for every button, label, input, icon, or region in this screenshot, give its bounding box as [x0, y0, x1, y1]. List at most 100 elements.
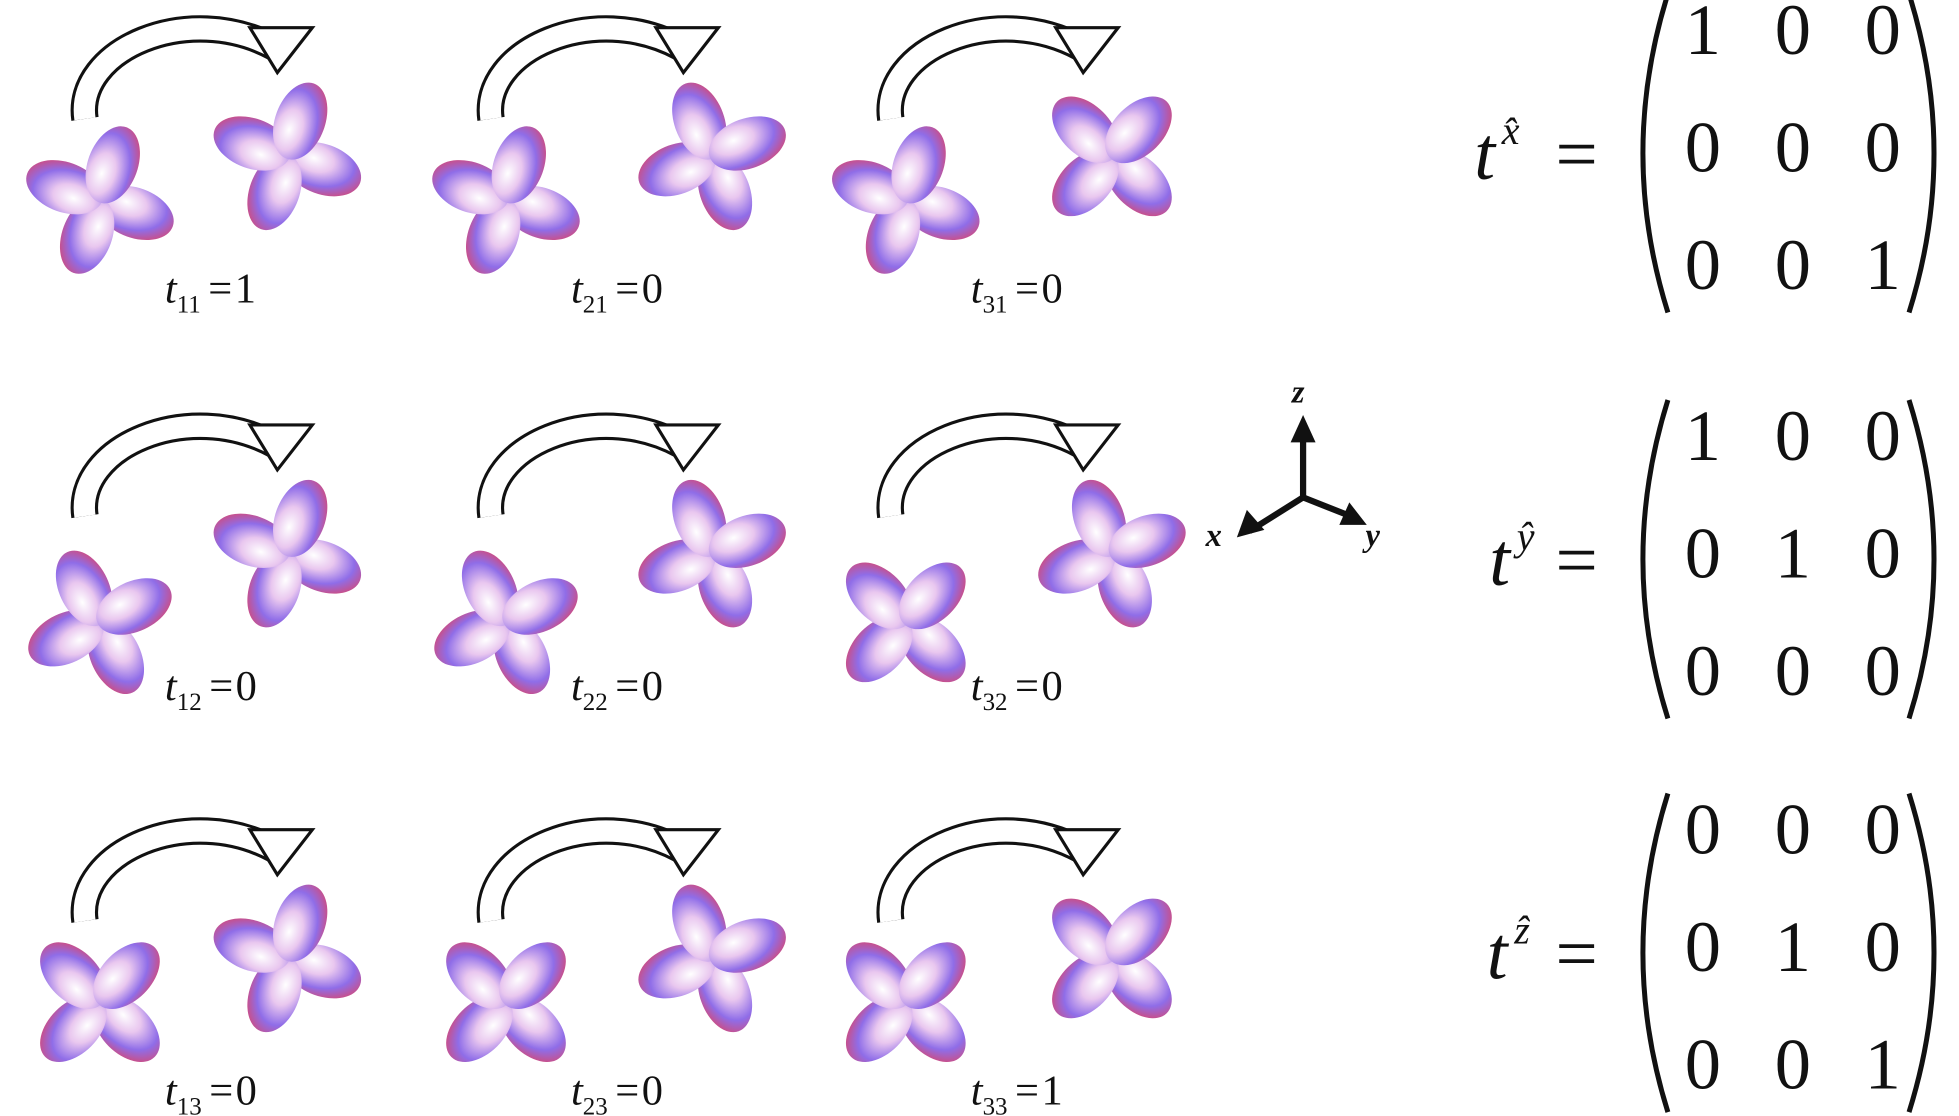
equals: =	[615, 1068, 639, 1115]
matrix-entry: 0	[1775, 630, 1811, 711]
hop-arrow	[84, 28, 312, 119]
matrix-entry: 0	[1685, 106, 1721, 187]
page: t11=1t21=0t31=0t12=0t22=0t32=0t13=0t23=0…	[0, 0, 1959, 1116]
value: 0	[1041, 663, 1062, 710]
matrix-entry: 0	[1775, 0, 1811, 70]
matrix-entry: 0	[1685, 906, 1721, 987]
axes-triad: zxy	[1205, 374, 1381, 554]
matrix-symbol: t	[1474, 113, 1497, 196]
paren-right	[1909, 400, 1934, 719]
axis-head	[1291, 415, 1316, 442]
subscript: 12	[177, 689, 202, 716]
value: 0	[236, 663, 257, 710]
axis-label: z	[1291, 374, 1305, 410]
orbital	[1013, 454, 1212, 653]
value: 0	[642, 663, 663, 710]
matrix-entry: 1	[1865, 1023, 1901, 1104]
matrix-entry: 0	[1685, 224, 1721, 305]
orbital	[188, 57, 387, 256]
hopping-label: t13=0	[165, 1068, 257, 1116]
matrix-entry: 0	[1685, 788, 1721, 869]
equals: =	[209, 663, 233, 710]
matrix: tx̂=100000001	[1474, 0, 1934, 313]
value: 0	[1041, 266, 1062, 313]
subscript: 33	[983, 1094, 1008, 1116]
matrix-entry: 0	[1775, 788, 1811, 869]
matrix-entry: 0	[1775, 1023, 1811, 1104]
matrix-equals: =	[1555, 519, 1597, 602]
paren-left	[1643, 400, 1668, 719]
matrix-entry: 0	[1775, 106, 1811, 187]
paren-left	[1643, 794, 1668, 1113]
orbital	[613, 57, 812, 256]
equals: =	[1015, 1068, 1039, 1115]
value: 1	[235, 266, 256, 313]
matrix-entry: 1	[1685, 395, 1721, 476]
subscript: 13	[177, 1094, 202, 1116]
figure: t11=1t21=0t31=0t12=0t22=0t32=0t13=0t23=0…	[0, 0, 1959, 1116]
equals: =	[1015, 663, 1039, 710]
orbital	[1002, 47, 1221, 266]
matrix-entry: 0	[1865, 906, 1901, 987]
orbital	[1002, 849, 1221, 1068]
matrix-equals: =	[1555, 113, 1597, 196]
paren-left	[1643, 0, 1668, 313]
axis-label: x	[1205, 518, 1222, 554]
subscript: 23	[583, 1094, 608, 1116]
matrix-entry: 0	[1685, 630, 1721, 711]
matrix-entry: 0	[1865, 788, 1901, 869]
equals: =	[209, 1068, 233, 1115]
subscript: 21	[583, 292, 608, 319]
hopping-label: t12=0	[165, 663, 257, 716]
matrix: tŷ=100010000	[1489, 395, 1934, 719]
paren-right	[1909, 0, 1934, 313]
matrix-equals: =	[1555, 912, 1597, 995]
matrix-entry: 1	[1865, 224, 1901, 305]
matrix-entry: 0	[1775, 395, 1811, 476]
hopping-label: t22=0	[571, 663, 663, 716]
subscript: 31	[983, 292, 1008, 319]
value: 1	[1041, 1068, 1062, 1115]
matrix-entry: 0	[1775, 224, 1811, 305]
subscript: 32	[983, 689, 1008, 716]
equals: =	[615, 266, 639, 313]
value: 0	[236, 1068, 257, 1115]
orbital	[188, 454, 387, 653]
matrix-entry: 1	[1775, 906, 1811, 987]
hopping-label: t31=0	[971, 266, 1063, 319]
matrix-superscript: ŷ	[1513, 514, 1535, 559]
matrix-entry: 0	[1865, 106, 1901, 187]
matrix-superscript: ẑ	[1513, 907, 1530, 952]
value: 0	[642, 1068, 663, 1115]
hop-arrow	[84, 830, 312, 921]
matrix-entry: 0	[1865, 630, 1901, 711]
equals: =	[615, 663, 639, 710]
matrix-entry: 1	[1685, 0, 1721, 70]
orbital	[188, 859, 387, 1058]
hop-arrow	[84, 425, 312, 516]
equals: =	[1015, 266, 1039, 313]
matrix-symbol: t	[1487, 912, 1510, 995]
hopping-label: t32=0	[971, 663, 1063, 716]
hopping-label: t11=1	[165, 266, 256, 319]
paren-right	[1909, 794, 1934, 1113]
orbital	[0, 893, 209, 1112]
matrix-superscript: x̂	[1501, 108, 1520, 153]
orbital	[613, 859, 812, 1058]
value: 0	[642, 266, 663, 313]
hopping-label: t33=1	[971, 1068, 1063, 1116]
subscript: 22	[583, 689, 608, 716]
matrix-entry: 1	[1775, 512, 1811, 593]
matrix-symbol: t	[1489, 519, 1512, 602]
matrix: tẑ=000010001	[1487, 788, 1934, 1112]
matrix-entry: 0	[1865, 395, 1901, 476]
subscript: 11	[177, 292, 201, 319]
hopping-label: t21=0	[571, 266, 663, 319]
equals: =	[208, 266, 232, 313]
matrix-entry: 0	[1685, 1023, 1721, 1104]
matrix-entry: 0	[1865, 0, 1901, 70]
matrix-entry: 0	[1865, 512, 1901, 593]
matrix-entry: 0	[1685, 512, 1721, 593]
orbital	[613, 454, 812, 653]
hopping-label: t23=0	[571, 1068, 663, 1116]
